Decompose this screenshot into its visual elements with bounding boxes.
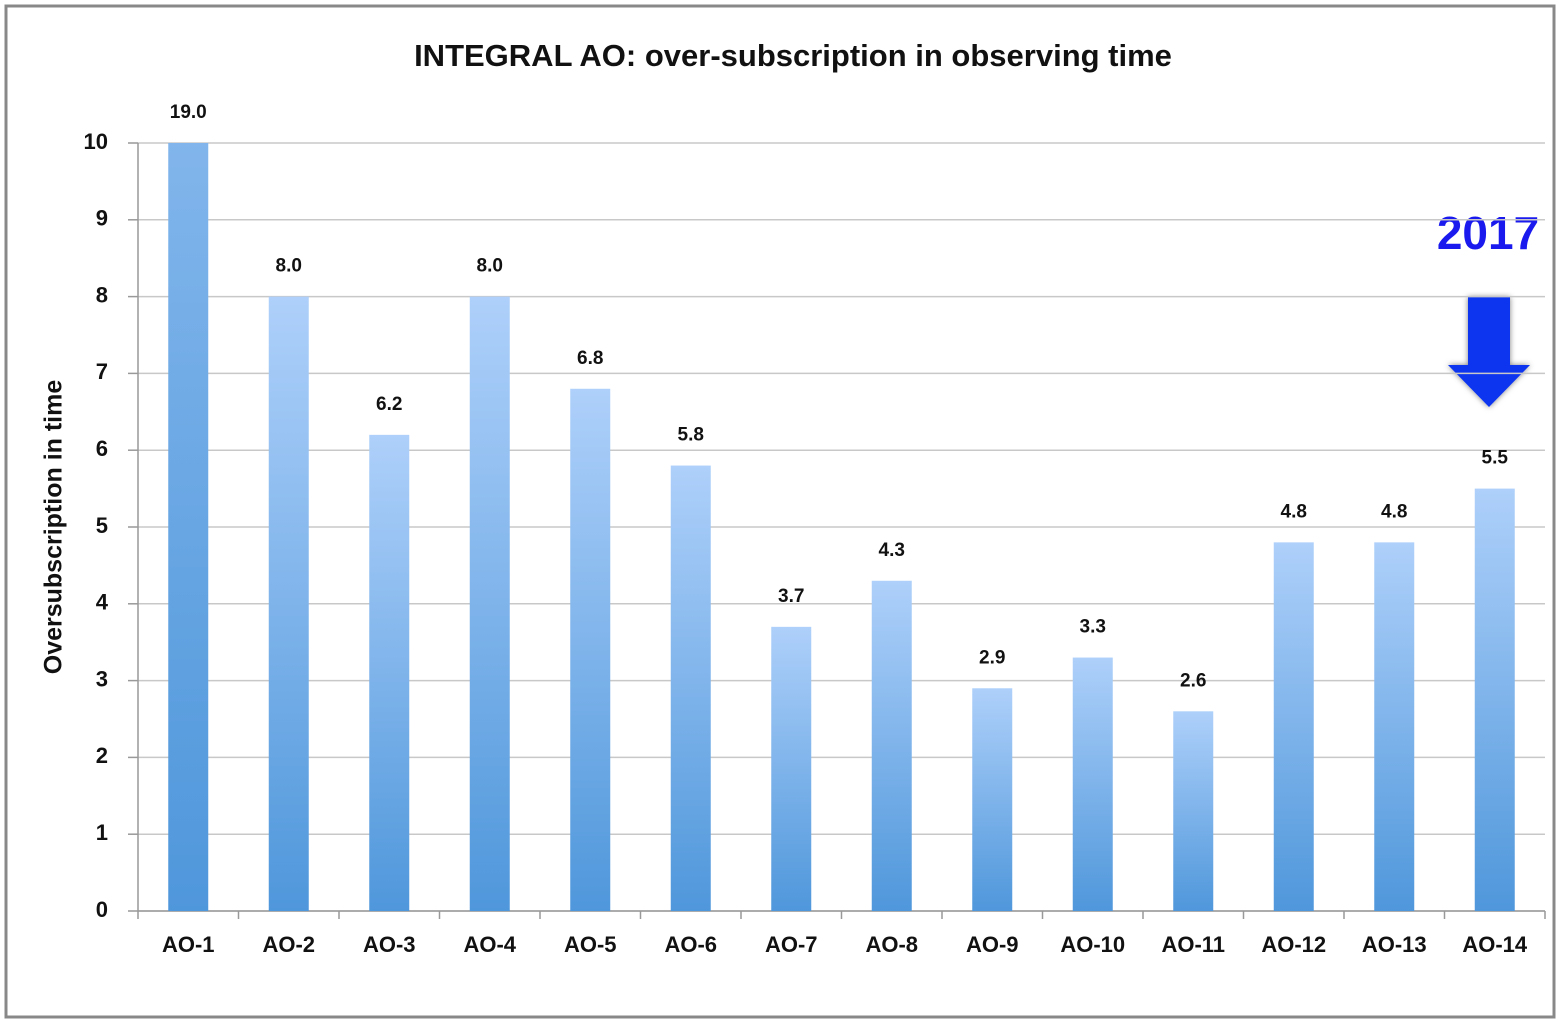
y-tick-label: 6 [96,436,108,461]
y-tick-label: 8 [96,282,108,307]
x-tick-label: AO-9 [966,932,1019,957]
bar [168,143,209,911]
annotation: 2017 [1437,207,1539,259]
bar [1374,542,1415,911]
bar [670,465,711,911]
value-label: 4.8 [1381,501,1407,522]
bar [972,688,1013,911]
x-tick-label: AO-13 [1362,932,1427,957]
x-tick-label: AO-7 [765,932,818,957]
value-label: 5.8 [678,425,704,446]
bar [268,296,309,912]
bar [369,434,410,911]
value-label: 2.6 [1180,670,1206,691]
value-label: 6.2 [376,394,402,415]
y-axis-label: Oversubscription in time [40,380,68,675]
bar [570,388,611,911]
value-label: 8.0 [477,256,503,277]
y-tick-label: 9 [96,206,108,231]
value-label: 8.0 [276,256,302,277]
value-label: 3.7 [778,586,804,607]
value-label: 3.3 [1080,617,1106,638]
bar [771,626,812,911]
y-tick-label: 1 [96,820,108,845]
y-tick-label: 2 [96,743,108,768]
x-tick-label: AO-5 [564,932,617,957]
x-tick-label: AO-2 [262,932,315,957]
bar [1273,542,1314,911]
value-label: 6.8 [577,348,603,369]
y-tick-label: 3 [96,666,108,691]
bar [871,580,912,911]
x-tick-label: AO-14 [1462,932,1528,957]
value-label: 2.9 [979,647,1005,668]
y-tick-label: 5 [96,513,108,538]
y-tick-label: 10 [84,129,108,154]
y-tick-label: 4 [96,590,109,615]
chart-title: INTEGRAL AO: over-subscription in observ… [414,38,1172,73]
y-tick-label: 7 [96,359,108,384]
bar [469,296,510,912]
bar [1072,657,1113,911]
x-tick-label: AO-10 [1060,932,1125,957]
x-tick-label: AO-12 [1261,932,1326,957]
y-tick-label: 0 [96,897,108,922]
x-tick-label: AO-4 [463,932,516,957]
x-tick-label: AO-8 [865,932,918,957]
x-tick-label: AO-1 [162,932,215,957]
x-tick-label: AO-6 [664,932,717,957]
arrow [1448,297,1530,407]
bar [1173,711,1214,911]
bar [1474,488,1515,911]
x-tick-label: AO-11 [1161,932,1225,957]
value-label: 19.0 [170,102,207,123]
value-label: 5.5 [1482,448,1509,469]
x-tick-label: AO-3 [363,932,416,957]
value-label: 4.8 [1281,501,1307,522]
value-label: 4.3 [879,540,905,561]
